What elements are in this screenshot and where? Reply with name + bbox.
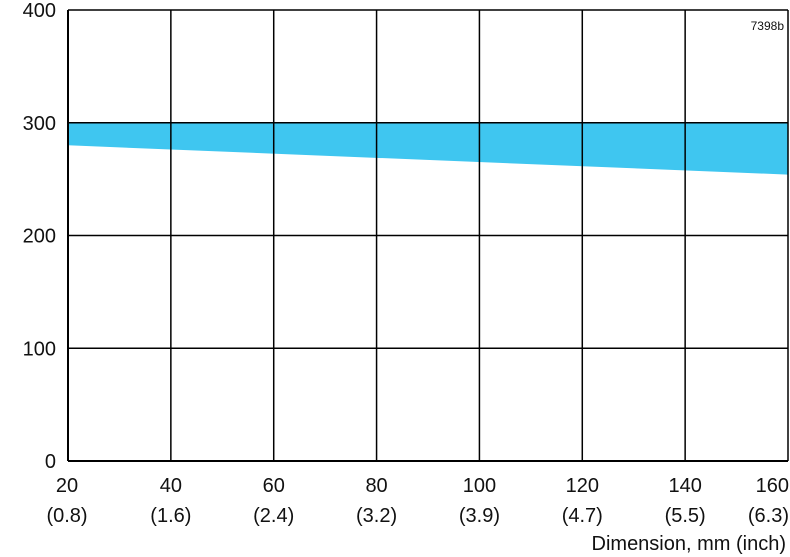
x-tick-label: 160 xyxy=(756,475,789,497)
label-layer: 20 (0.8) 40 (1.6) 60 (2.4) 80 (3.2) 100 (3.9) 120 (… xyxy=(23,0,789,527)
x-tick-sublabel: (6.3) xyxy=(748,505,789,527)
y-tick-label: 300 xyxy=(23,113,56,135)
band-area xyxy=(68,122,788,175)
y-tick-label: 400 xyxy=(23,0,56,22)
figure-code: 7398b xyxy=(751,19,785,33)
x-axis-title: Dimension, mm (inch) xyxy=(592,533,786,555)
x-tick-sublabel: (3.9) xyxy=(459,505,500,527)
x-tick-sublabel: (0.8) xyxy=(46,505,87,527)
x-tick-sublabel: (1.6) xyxy=(150,505,191,527)
x-tick-label: 20 xyxy=(56,475,78,497)
x-tick-label: 80 xyxy=(365,475,387,497)
x-tick-label: 40 xyxy=(160,475,182,497)
grid-layer xyxy=(68,9,788,461)
x-tick-label: 140 xyxy=(668,475,701,497)
y-tick-label: 200 xyxy=(23,226,56,248)
x-tick-sublabel: (3.2) xyxy=(356,505,397,527)
band-layer xyxy=(68,122,788,175)
x-tick-sublabel: (4.7) xyxy=(562,505,603,527)
x-tick-sublabel: (5.5) xyxy=(665,505,706,527)
x-tick-label: 120 xyxy=(566,475,599,497)
x-tick-label: 100 xyxy=(463,475,496,497)
y-tick-label: 100 xyxy=(23,338,56,360)
y-tick-label: 0 xyxy=(45,451,56,473)
axis-layer xyxy=(67,10,789,462)
x-tick-label: 60 xyxy=(263,475,285,497)
x-tick-sublabel: (2.4) xyxy=(253,505,294,527)
